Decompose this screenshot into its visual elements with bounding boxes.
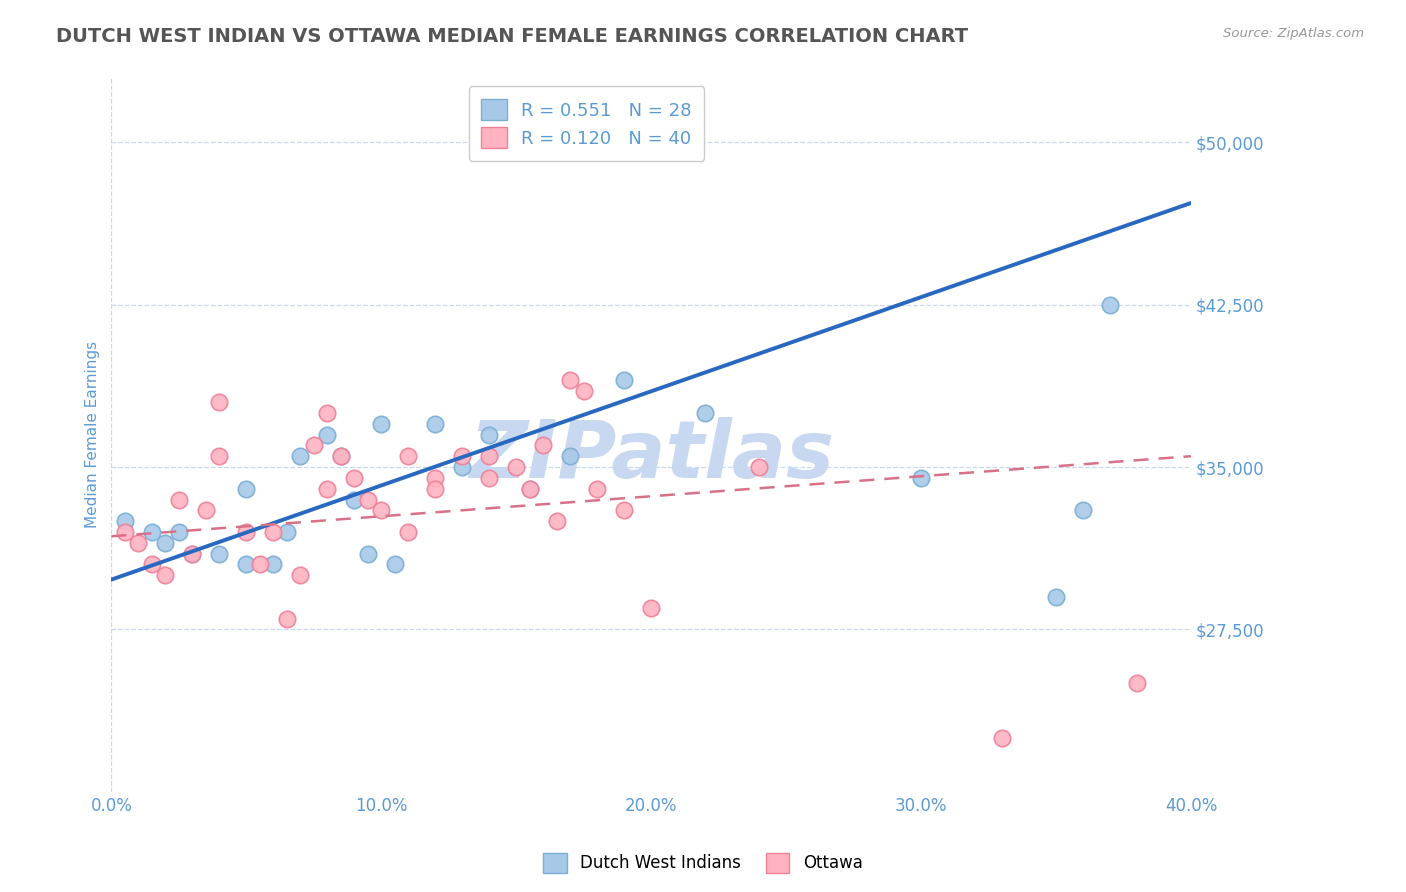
Point <box>370 503 392 517</box>
Point <box>316 406 339 420</box>
Point <box>425 417 447 431</box>
Point <box>127 536 149 550</box>
Point <box>640 600 662 615</box>
Point <box>276 524 298 539</box>
Point <box>262 558 284 572</box>
Point <box>384 558 406 572</box>
Point <box>451 460 474 475</box>
Point <box>560 449 582 463</box>
Point <box>546 514 568 528</box>
Point <box>357 492 380 507</box>
Point <box>357 547 380 561</box>
Point <box>155 536 177 550</box>
Text: Source: ZipAtlas.com: Source: ZipAtlas.com <box>1223 27 1364 40</box>
Point <box>1126 676 1149 690</box>
Point <box>531 438 554 452</box>
Point <box>155 568 177 582</box>
Point <box>316 482 339 496</box>
Point <box>249 558 271 572</box>
Point <box>167 524 190 539</box>
Point <box>572 384 595 399</box>
Point <box>505 460 527 475</box>
Point <box>194 503 217 517</box>
Point <box>114 514 136 528</box>
Point <box>748 460 770 475</box>
Point <box>141 524 163 539</box>
Point <box>478 427 501 442</box>
Point <box>560 374 582 388</box>
Point <box>302 438 325 452</box>
Legend: Dutch West Indians, Ottawa: Dutch West Indians, Ottawa <box>537 847 869 880</box>
Point <box>613 503 636 517</box>
Y-axis label: Median Female Earnings: Median Female Earnings <box>86 341 100 528</box>
Point <box>316 427 339 442</box>
Point <box>1045 590 1067 604</box>
Point <box>208 547 231 561</box>
Point <box>478 471 501 485</box>
Point <box>396 524 419 539</box>
Point <box>451 449 474 463</box>
Point <box>1098 298 1121 312</box>
Point <box>519 482 541 496</box>
Point <box>1071 503 1094 517</box>
Point <box>208 395 231 409</box>
Point <box>181 547 204 561</box>
Point <box>695 406 717 420</box>
Point <box>141 558 163 572</box>
Point <box>290 568 312 582</box>
Point <box>370 417 392 431</box>
Point <box>991 731 1014 745</box>
Point <box>235 558 257 572</box>
Point <box>235 482 257 496</box>
Point <box>396 449 419 463</box>
Text: DUTCH WEST INDIAN VS OTTAWA MEDIAN FEMALE EARNINGS CORRELATION CHART: DUTCH WEST INDIAN VS OTTAWA MEDIAN FEMAL… <box>56 27 969 45</box>
Point <box>910 471 932 485</box>
Point <box>262 524 284 539</box>
Point <box>478 449 501 463</box>
Point <box>181 547 204 561</box>
Point <box>329 449 352 463</box>
Point <box>329 449 352 463</box>
Legend: R = 0.551   N = 28, R = 0.120   N = 40: R = 0.551 N = 28, R = 0.120 N = 40 <box>468 87 704 161</box>
Point <box>425 471 447 485</box>
Point <box>425 482 447 496</box>
Point <box>613 374 636 388</box>
Point <box>343 471 366 485</box>
Point <box>290 449 312 463</box>
Point <box>519 482 541 496</box>
Point <box>208 449 231 463</box>
Point <box>167 492 190 507</box>
Point <box>276 611 298 625</box>
Point <box>114 524 136 539</box>
Point <box>343 492 366 507</box>
Point <box>235 524 257 539</box>
Text: ZIPatlas: ZIPatlas <box>468 417 834 495</box>
Point <box>586 482 609 496</box>
